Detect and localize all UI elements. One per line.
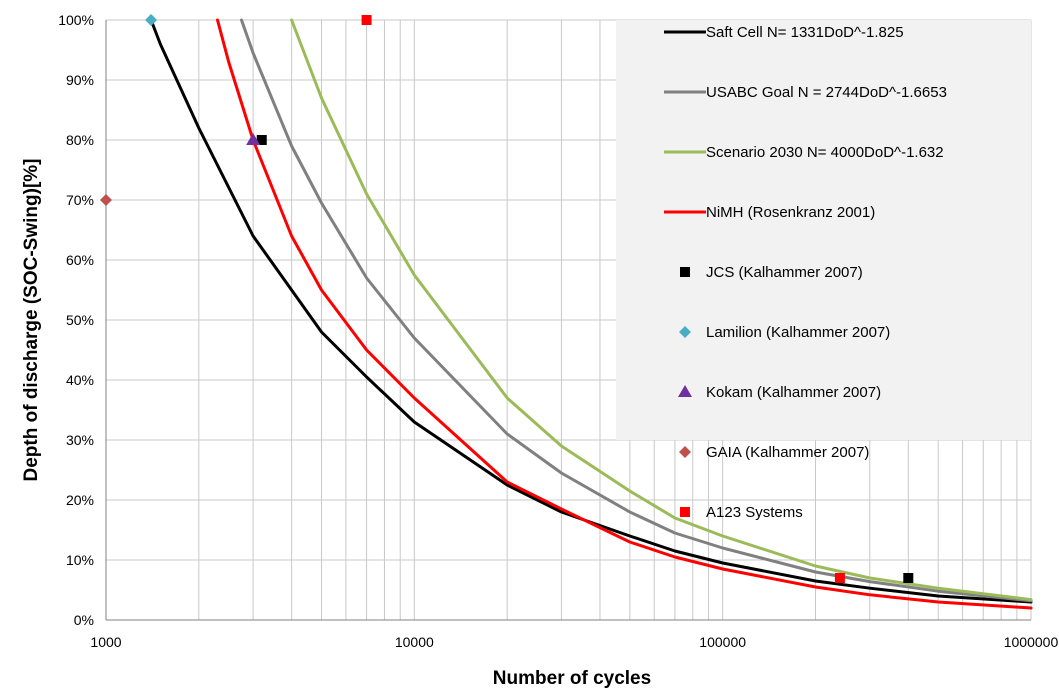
y-tick-label: 100% [58,12,94,28]
legend-label: Lamilion (Kalhammer 2007) [706,324,890,341]
data-point-kokam-kalhammer-2007 [246,133,261,145]
legend-item-a123-systems: A123 Systems [680,504,803,521]
legend-item-saft-cell-n-1331dod-1-825: Saft Cell N= 1331DoD^-1.825 [664,24,904,41]
legend-label: Saft Cell N= 1331DoD^-1.825 [706,24,904,41]
y-tick-label: 10% [66,552,94,568]
legend-item-kokam-kalhammer-2007: Kokam (Kalhammer 2007) [678,384,881,401]
x-tick-label: 10000 [395,634,434,650]
tick-labels: 0% 10% 20% 30% 40% 50% 60% 70% 80% 90% 100% 1000 100… [58,12,1058,650]
series-layer [100,14,1033,610]
legend-label: Scenario 2030 N= 4000DoD^-1.632 [706,144,944,161]
data-point-a123-systems [834,573,845,583]
legend-label: Kokam (Kalhammer 2007) [706,384,881,401]
legend-item-gaia-kalhammer-2007: GAIA (Kalhammer 2007) [679,444,869,461]
legend-marker-swatch [679,326,691,338]
y-tick-label: 50% [66,312,94,328]
legend-box [616,20,1031,440]
y-tick-label: 20% [66,492,94,508]
legend-label: NiMH (Rosenkranz 2001) [706,204,875,221]
legend-marker-swatch [678,385,692,397]
data-point-gaia-kalhammer-2007 [100,194,112,206]
y-tick-label: 80% [66,132,94,148]
y-tick-label: 90% [66,72,94,88]
data-point-jcs-kalhammer-2007 [903,573,914,583]
legend-item-scenario-2030-n-4000dod-1-632: Scenario 2030 N= 4000DoD^-1.632 [664,144,944,161]
y-tick-label: 70% [66,192,94,208]
series-line-nimh-rosenkranz-2001 [216,18,1033,610]
x-tick-label: 1000 [90,634,121,650]
y-tick-label: 60% [66,252,94,268]
data-point-lamilion-kalhammer-2007 [145,14,158,26]
x-tick-label: 100000 [699,634,746,650]
legend-label: USABC Goal N = 2744DoD^-1.6653 [706,84,947,101]
series-line-saft-cell-n-1331dod-1-825 [149,18,1033,604]
series-line-usabc-goal-n-2744dod-1-6653 [240,18,1033,603]
legend-item-lamilion-kalhammer-2007: Lamilion (Kalhammer 2007) [679,324,890,341]
legend-item-jcs-kalhammer-2007: JCS (Kalhammer 2007) [680,264,863,281]
data-point-jcs-kalhammer-2007 [256,135,267,145]
y-tick-label: 30% [66,432,94,448]
x-axis-title: Number of cycles [493,668,651,689]
legend: Saft Cell N= 1331DoD^-1.825 USABC Goal N … [616,20,1031,521]
y-tick-label: 40% [66,372,94,388]
legend-label: A123 Systems [706,504,803,521]
legend-marker-swatch [680,507,690,517]
legend-marker-swatch [679,446,691,458]
legend-label: GAIA (Kalhammer 2007) [706,444,869,461]
series-line-scenario-2030-n-4000dod-1-632 [290,18,1033,602]
data-point-a123-systems [361,15,372,25]
x-tick-label: 1000000 [1004,634,1059,650]
legend-label: JCS (Kalhammer 2007) [706,264,863,281]
legend-marker-swatch [680,267,690,277]
y-tick-label: 0% [74,612,94,628]
y-axis-title: Depth of discharge (SOC-Swing)[%] [21,159,42,482]
legend-item-nimh-rosenkranz-2001: NiMH (Rosenkranz 2001) [664,204,875,221]
legend-item-usabc-goal-n-2744dod-1-6653: USABC Goal N = 2744DoD^-1.6653 [664,84,947,101]
